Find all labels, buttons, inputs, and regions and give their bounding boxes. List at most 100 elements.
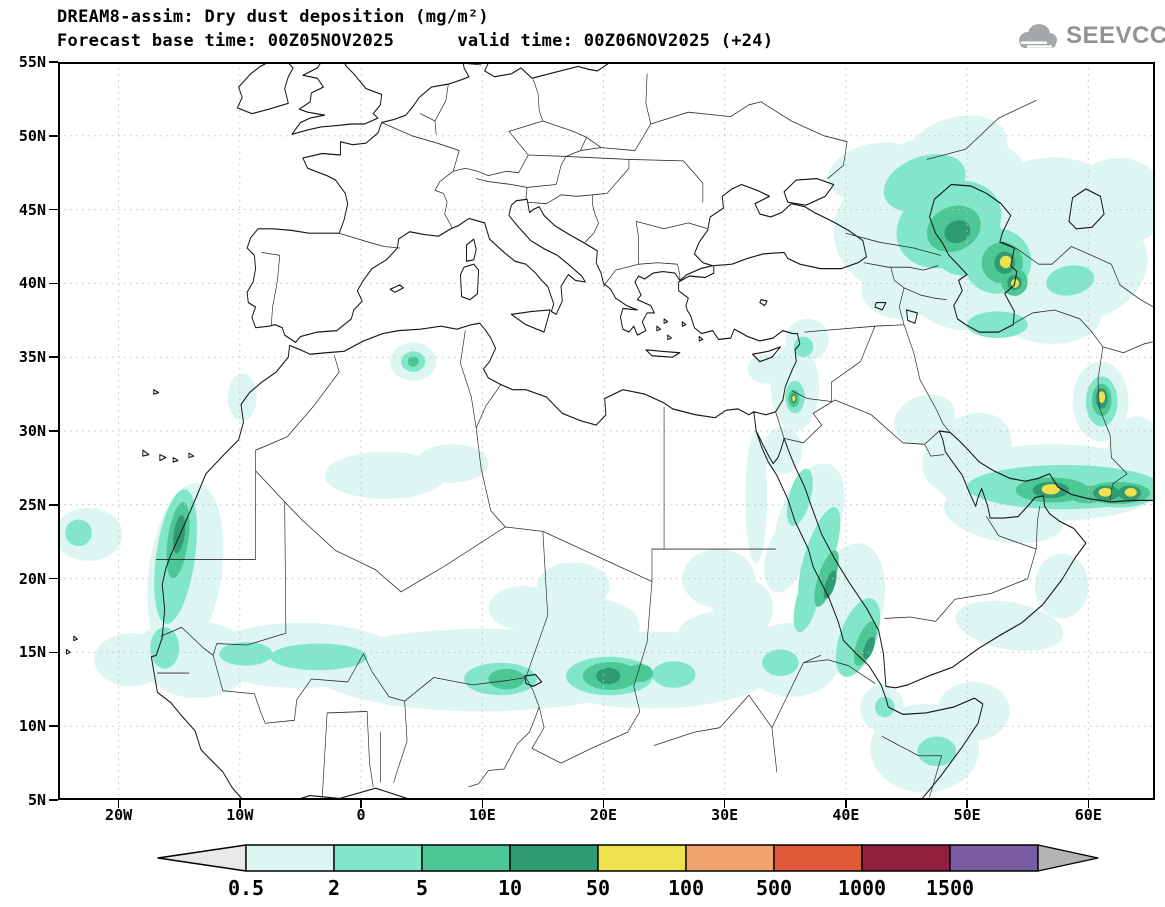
lat-axis-tick	[49, 504, 58, 506]
asia-coastline	[755, 430, 1155, 689]
colorbar-bin	[245, 844, 335, 872]
colorbar-level-label: 0.5	[228, 876, 264, 900]
dust-region	[786, 468, 813, 527]
dust-region	[875, 696, 895, 718]
dust-region	[1035, 553, 1089, 619]
colorbar-level-label: 1000	[838, 876, 886, 900]
dust-region	[1124, 487, 1137, 497]
dust-region	[763, 426, 803, 474]
lon-axis-label: 50E	[953, 806, 981, 824]
dust-region	[967, 311, 1028, 338]
dust-region	[1070, 157, 1155, 247]
dust-region	[1041, 484, 1060, 495]
lon-axis-tick	[117, 800, 120, 808]
dust-region	[407, 356, 419, 367]
dust-region	[1046, 265, 1095, 296]
dust-region	[835, 598, 881, 677]
lat-axis-tick	[49, 430, 58, 432]
lon-axis-label: 10W	[226, 806, 254, 824]
colorbar-level-label: 2	[328, 876, 340, 900]
dust-region	[652, 661, 696, 688]
lat-axis-tick	[49, 61, 58, 63]
lon-axis-tick	[360, 800, 362, 808]
lat-axis-label: 25N	[18, 495, 46, 514]
chart-title: DREAM8-assim: Dry dust deposition (mg/m²…	[57, 7, 489, 27]
colorbar-level-label: 10	[498, 876, 522, 900]
dust-region	[270, 643, 368, 671]
colorbar: 0.5 2 5 10 50 100 500 1000 1500	[157, 844, 1099, 900]
dust-region	[1098, 487, 1113, 497]
lat-axis-label: 5N	[27, 791, 46, 809]
dust-region	[1098, 391, 1106, 403]
africa-coastline	[150, 183, 984, 800]
dust-region	[747, 354, 787, 384]
lat-axis-label: 30N	[18, 422, 46, 440]
dust-region	[793, 569, 821, 633]
aral-sea-outline	[1068, 188, 1105, 230]
colorbar-right-arrow	[1037, 844, 1099, 872]
colorbar-bin	[773, 844, 863, 872]
forecast-time-line: Forecast base time: 00Z05NOV2025 valid t…	[57, 31, 774, 51]
colorbar-level-label: 1500	[926, 876, 974, 900]
lat-axis-label: 45N	[18, 200, 46, 219]
colorbar-bin	[685, 844, 775, 872]
cloud-icon	[1019, 24, 1057, 48]
lat-axis-tick	[49, 799, 58, 801]
dust-region	[917, 736, 957, 767]
lon-axis-label: 60E	[1074, 806, 1102, 824]
dust-region	[955, 600, 1064, 651]
colorbar-level-label: 5	[416, 876, 428, 900]
dust-region	[792, 395, 796, 402]
islands-lakes-outline	[66, 178, 918, 687]
dust-region	[1003, 293, 1101, 344]
lat-axis-label: 50N	[18, 126, 46, 145]
dust-region	[944, 220, 971, 244]
lon-axis-label: 20W	[105, 806, 133, 824]
lon-axis-tick	[1087, 800, 1090, 808]
colorbar-bin	[861, 844, 951, 872]
uk-coastline	[291, 62, 383, 135]
colorbar-level-label: 50	[586, 876, 610, 900]
ireland-coastline	[236, 62, 294, 115]
lat-axis-tick	[49, 651, 58, 654]
lon-axis-label: 10E	[468, 806, 496, 824]
dust-region	[65, 519, 92, 547]
dust-region	[793, 336, 814, 358]
dust-region	[488, 668, 525, 690]
lat-axis-label: 10N	[18, 717, 46, 736]
lon-axis-tick	[966, 800, 968, 808]
lat-axis-label: 15N	[18, 643, 46, 662]
lat-axis-label: 20N	[18, 569, 46, 588]
country-borders	[155, 63, 1155, 798]
dust-region	[227, 373, 257, 421]
lat-axis-tick	[49, 725, 58, 727]
colorbar-bin	[421, 844, 511, 872]
dust-region	[861, 262, 940, 319]
colorbar-level-label: 500	[756, 876, 792, 900]
dust-region	[999, 255, 1013, 269]
dust-region	[626, 664, 654, 682]
dust-region	[762, 649, 799, 676]
dust-region	[219, 642, 273, 666]
logo-text: SEEVCCC	[1066, 22, 1165, 49]
dust-region	[764, 520, 807, 593]
colorbar-bin	[949, 844, 1039, 872]
dust-region	[862, 636, 875, 660]
dust-region	[936, 681, 1010, 741]
lat-axis-tick	[49, 135, 58, 137]
lon-axis-tick	[845, 800, 847, 808]
lon-axis-label: 0	[356, 806, 366, 824]
lon-axis-tick	[602, 800, 605, 808]
lon-axis-label: 40E	[832, 806, 860, 824]
dust-region	[745, 431, 768, 564]
dust-region	[324, 451, 446, 499]
lat-axis-label: 40N	[18, 274, 46, 293]
lon-axis-tick	[481, 800, 483, 808]
colorbar-bin	[509, 844, 599, 872]
dust-region	[596, 667, 621, 685]
colorbar-bin	[333, 844, 423, 872]
colorbar-left-arrow	[157, 844, 247, 872]
lat-axis-label: 35N	[18, 348, 46, 367]
dust-region	[883, 154, 966, 212]
dust-region	[415, 444, 489, 483]
